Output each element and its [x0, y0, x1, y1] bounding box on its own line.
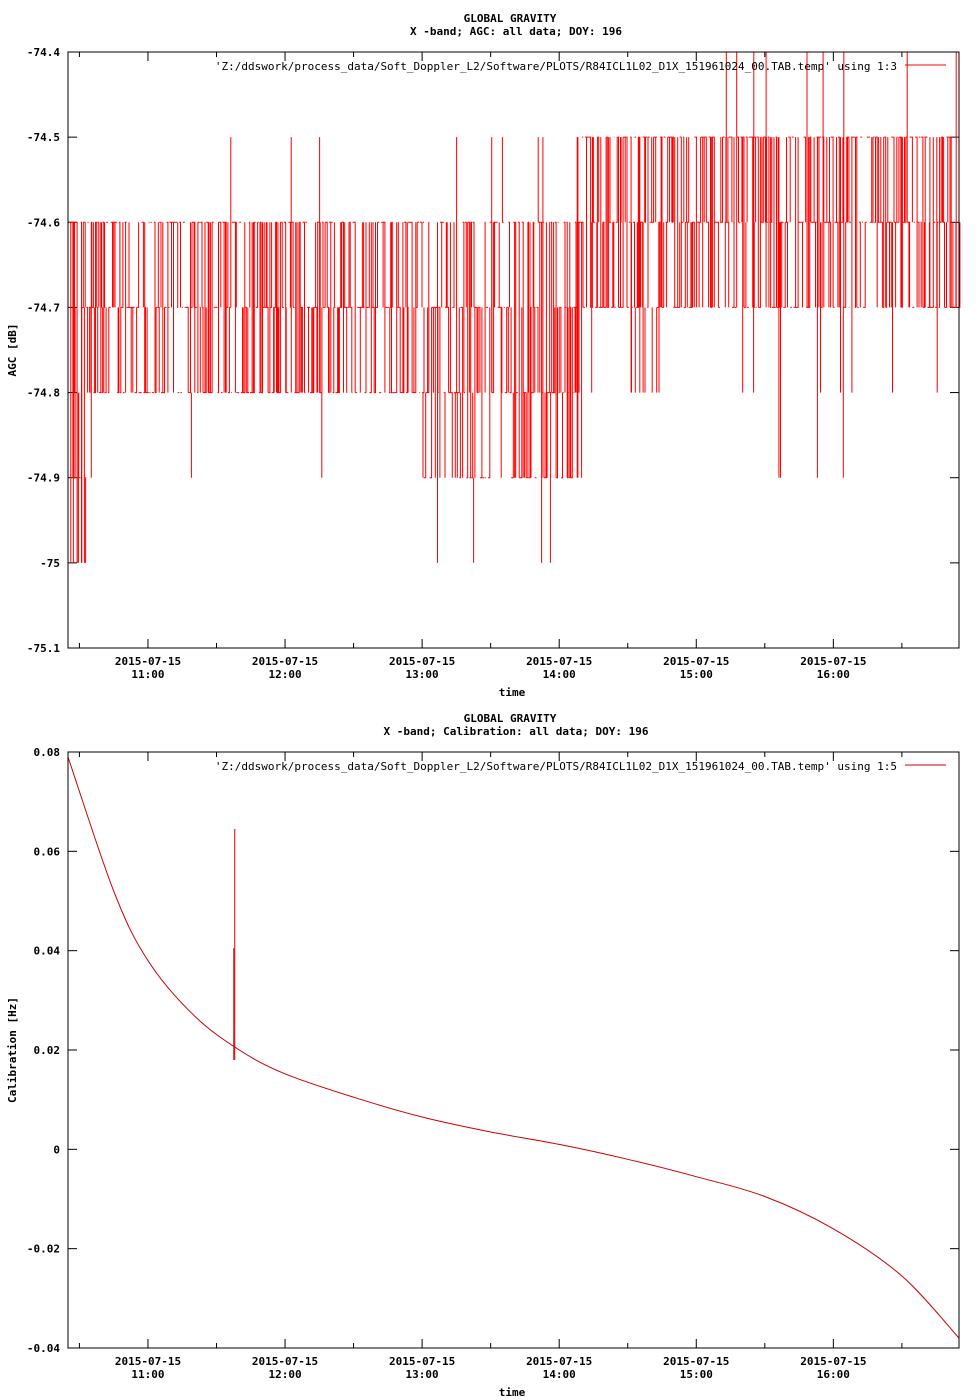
y-tick-label: -74.7 [27, 301, 60, 314]
agc-chart-subtitle: X -band; AGC: all data; DOY: 196 [410, 25, 622, 38]
x-tick-date: 2015-07-15 [252, 1355, 318, 1368]
x-tick-date: 2015-07-15 [526, 655, 592, 668]
agc-plot-frame [67, 51, 960, 649]
calibration-series-line [67, 756, 960, 1339]
x-tick-date: 2015-07-15 [252, 655, 318, 668]
y-tick-label: 0.04 [34, 945, 61, 958]
agc-y-axis-label: AGC [dB] [6, 324, 19, 377]
agc-legend-label: 'Z:/ddswork/process_data/Soft_Doppler_L2… [215, 60, 897, 73]
x-tick-date: 2015-07-15 [115, 655, 181, 668]
x-tick-time: 16:00 [817, 1368, 850, 1381]
calibration-legend-label: 'Z:/ddswork/process_data/Soft_Doppler_L2… [215, 760, 897, 773]
x-tick-time: 14:00 [543, 1368, 576, 1381]
agc-series-line [68, 52, 961, 563]
x-tick-date: 2015-07-15 [115, 1355, 181, 1368]
y-tick-label: -74.9 [27, 472, 60, 485]
x-tick-time: 13:00 [406, 1368, 439, 1381]
y-tick-label: 0.08 [34, 746, 61, 759]
x-tick-time: 13:00 [406, 668, 439, 681]
x-tick-time: 15:00 [680, 668, 713, 681]
x-tick-date: 2015-07-15 [526, 1355, 592, 1368]
calibration-chart-subtitle: X -band; Calibration: all data; DOY: 196 [384, 725, 649, 738]
calibration-x-tick-labels: 2015-07-1511:002015-07-1512:002015-07-15… [115, 1355, 867, 1381]
agc-legend: 'Z:/ddswork/process_data/Soft_Doppler_L2… [215, 60, 946, 73]
calibration-plot-frame [67, 751, 960, 1349]
agc-chart-title: GLOBAL GRAVITY [464, 12, 557, 25]
calibration-chart: GLOBAL GRAVITY X -band; Calibration: all… [6, 712, 960, 1399]
y-tick-label: -74.4 [27, 46, 60, 59]
x-tick-date: 2015-07-15 [663, 1355, 729, 1368]
x-tick-date: 2015-07-15 [389, 1355, 455, 1368]
agc-y-tick-labels: -74.4 -74.5 -74.6 -74.7 -74.8 -74.9 -75 -75.1 [27, 46, 60, 655]
y-tick-label: -0.04 [27, 1342, 60, 1355]
agc-x-axis-label: time [499, 686, 526, 699]
x-tick-time: 11:00 [131, 668, 164, 681]
calibration-ticks [68, 751, 959, 1349]
x-tick-time: 11:00 [131, 1368, 164, 1381]
agc-x-tick-labels: 2015-07-1511:002015-07-1512:002015-07-15… [115, 655, 867, 681]
x-tick-time: 15:00 [680, 1368, 713, 1381]
y-tick-label: -74.6 [27, 216, 60, 229]
y-tick-label: -0.02 [27, 1243, 60, 1256]
y-tick-label: -75.1 [27, 642, 60, 655]
x-tick-date: 2015-07-15 [389, 655, 455, 668]
y-tick-label: -74.5 [27, 131, 60, 144]
agc-series [68, 52, 961, 563]
x-tick-date: 2015-07-15 [800, 655, 866, 668]
y-tick-label: -74.8 [27, 387, 60, 400]
y-tick-label: 0.02 [34, 1044, 61, 1057]
x-tick-time: 12:00 [268, 1368, 301, 1381]
x-tick-time: 12:00 [268, 668, 301, 681]
calibration-legend: 'Z:/ddswork/process_data/Soft_Doppler_L2… [215, 760, 946, 773]
calibration-chart-title: GLOBAL GRAVITY [464, 712, 557, 725]
y-tick-label: 0.06 [34, 845, 61, 858]
x-tick-date: 2015-07-15 [800, 1355, 866, 1368]
agc-chart: GLOBAL GRAVITY X -band; AGC: all data; D… [6, 12, 961, 699]
x-tick-time: 14:00 [543, 668, 576, 681]
y-tick-label: -75 [40, 557, 60, 570]
calibration-y-tick-labels: 0.08 0.06 0.04 0.02 0 -0.02 -0.04 [27, 746, 60, 1355]
x-tick-time: 16:00 [817, 668, 850, 681]
calibration-series [67, 756, 960, 1339]
calibration-y-axis-label: Calibration [Hz] [6, 997, 19, 1103]
y-tick-label: 0 [53, 1143, 60, 1156]
calibration-x-axis-label: time [499, 1386, 526, 1399]
x-tick-date: 2015-07-15 [663, 655, 729, 668]
agc-ticks [68, 51, 959, 649]
